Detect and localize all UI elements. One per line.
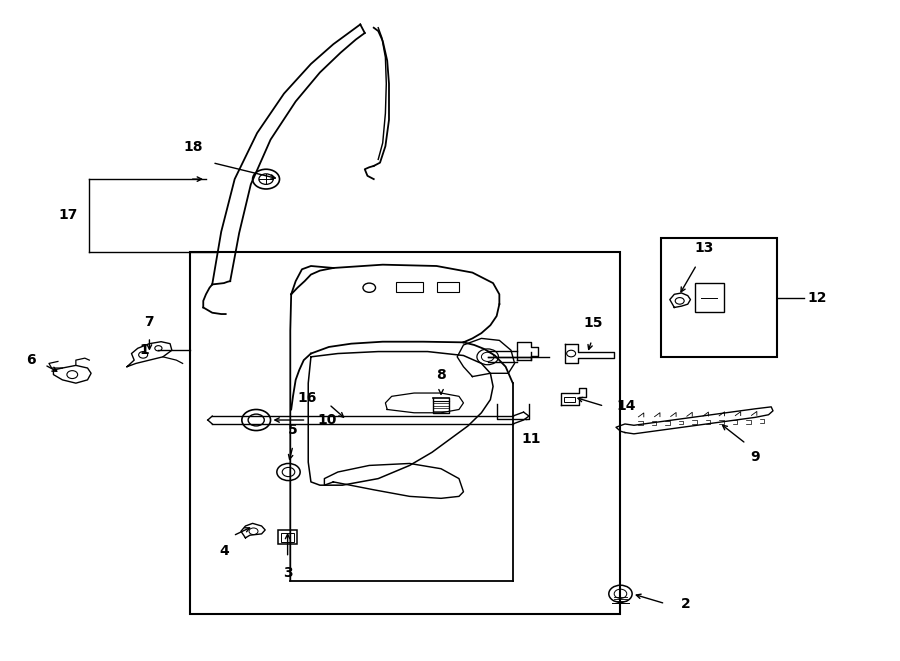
Bar bbox=[661, 239, 778, 357]
Text: 6: 6 bbox=[26, 353, 35, 367]
Text: 13: 13 bbox=[694, 241, 714, 255]
Text: 11: 11 bbox=[521, 432, 541, 446]
Text: 5: 5 bbox=[288, 423, 298, 437]
Text: 1: 1 bbox=[140, 343, 149, 357]
Text: 3: 3 bbox=[283, 566, 293, 580]
Text: 18: 18 bbox=[184, 140, 203, 154]
Bar bbox=[396, 282, 423, 292]
Text: 10: 10 bbox=[317, 413, 337, 427]
Text: 12: 12 bbox=[807, 291, 826, 305]
Bar bbox=[190, 252, 620, 613]
Text: 15: 15 bbox=[584, 317, 603, 330]
Text: 16: 16 bbox=[298, 391, 317, 405]
Text: 17: 17 bbox=[58, 208, 77, 222]
Text: 14: 14 bbox=[616, 399, 635, 413]
Text: 8: 8 bbox=[436, 368, 446, 382]
Text: 7: 7 bbox=[145, 315, 154, 329]
Text: 4: 4 bbox=[219, 544, 229, 558]
Text: 2: 2 bbox=[680, 597, 690, 611]
Bar bbox=[282, 533, 294, 542]
Bar bbox=[564, 397, 575, 403]
Bar bbox=[278, 530, 298, 545]
Bar bbox=[436, 282, 459, 292]
Text: 9: 9 bbox=[751, 450, 760, 464]
